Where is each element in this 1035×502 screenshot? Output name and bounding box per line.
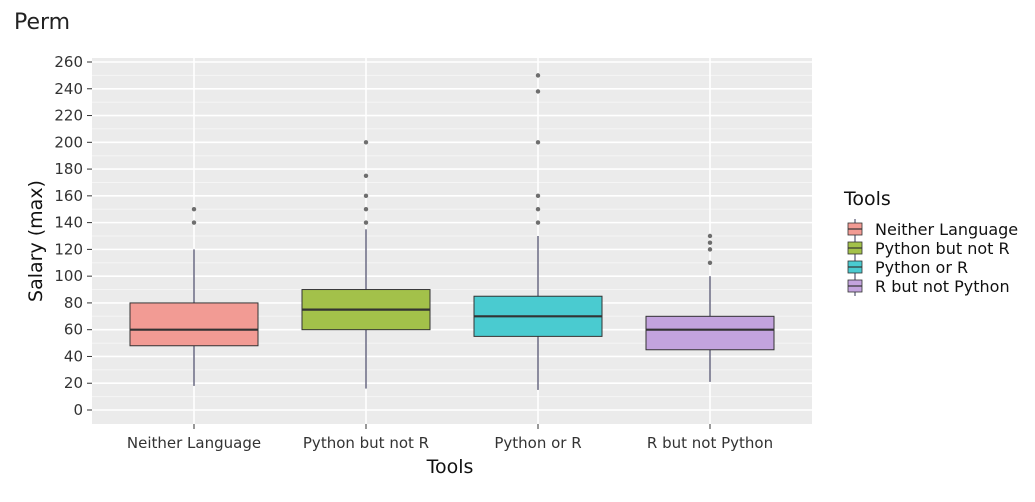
chart-title: Perm (14, 10, 70, 35)
legend-item: R but not Python (848, 276, 1010, 296)
legend-label: Python but not R (875, 239, 1010, 258)
x-tick-label: R but not Python (647, 434, 773, 452)
y-tick-label: 240 (54, 80, 83, 98)
legend-item: Python or R (848, 257, 968, 277)
box-iqr (130, 303, 258, 346)
y-axis-title: Salary (max) (25, 180, 47, 302)
y-tick-label: 100 (54, 267, 83, 285)
y-tick-label: 180 (54, 160, 83, 178)
outlier-point (708, 247, 712, 251)
legend-item: Python but not R (848, 238, 1010, 258)
legend-label: Python or R (875, 258, 968, 277)
outlier-point (536, 89, 540, 93)
outlier-point (708, 234, 712, 238)
y-tick-label: 120 (54, 240, 83, 258)
y-tick-label: 200 (54, 133, 83, 151)
box-iqr (646, 316, 774, 349)
legend-label: Neither Language (875, 220, 1018, 239)
x-tick-label: Python or R (494, 434, 581, 452)
y-tick-label: 80 (64, 294, 83, 312)
x-axis: Neither Language Python but not R Python o… (127, 424, 773, 452)
outlier-point (536, 220, 540, 224)
outlier-point (364, 220, 368, 224)
y-tick-label: 40 (64, 347, 83, 365)
y-axis: 0 20 40 60 80 100 120 140 160 180 200 220 240 260 (54, 53, 92, 419)
x-tick-label: Neither Language (127, 434, 261, 452)
y-tick-label: 160 (54, 187, 83, 205)
outlier-point (708, 261, 712, 265)
y-tick-label: 140 (54, 214, 83, 232)
outlier-point (708, 240, 712, 244)
outlier-point (536, 207, 540, 211)
outlier-point (364, 174, 368, 178)
outlier-point (536, 194, 540, 198)
outlier-point (364, 207, 368, 211)
outlier-point (192, 207, 196, 211)
x-axis-title: Tools (426, 456, 474, 478)
outlier-point (364, 140, 368, 144)
plot-panel (92, 58, 812, 424)
outlier-point (364, 194, 368, 198)
outlier-point (536, 140, 540, 144)
y-tick-label: 0 (73, 401, 83, 419)
outlier-point (192, 220, 196, 224)
y-tick-label: 20 (64, 374, 83, 392)
x-tick-label: Python but not R (303, 434, 429, 452)
legend-item: Neither Language (848, 219, 1018, 239)
y-tick-label: 220 (54, 107, 83, 125)
legend-label: R but not Python (875, 277, 1010, 296)
outlier-point (536, 73, 540, 77)
y-tick-label: 260 (54, 53, 83, 71)
legend-title: Tools (843, 188, 891, 210)
y-tick-label: 60 (64, 321, 83, 339)
